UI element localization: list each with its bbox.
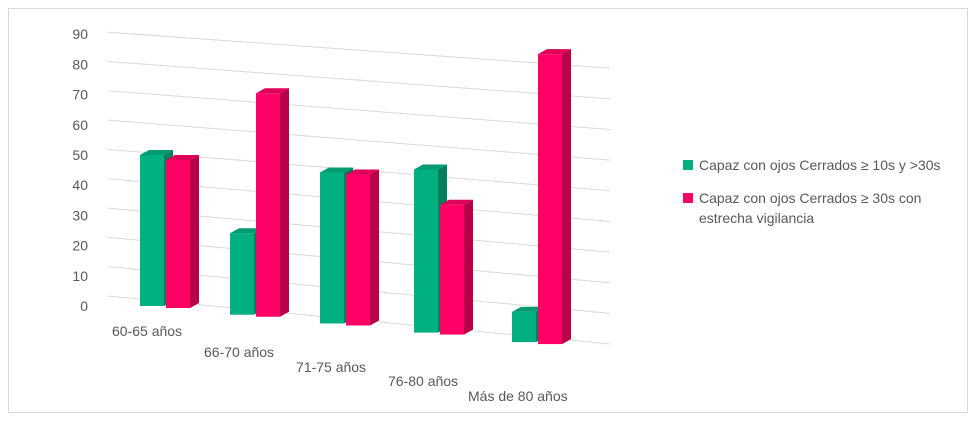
x-category-label: Más de 80 años bbox=[468, 388, 568, 404]
x-category-label: 76-80 años bbox=[388, 373, 458, 389]
bar-front bbox=[440, 204, 464, 335]
bar-2-3 bbox=[346, 169, 379, 326]
bar-2-1 bbox=[166, 155, 199, 308]
bar-top bbox=[346, 169, 379, 175]
y-tick-label: 20 bbox=[72, 238, 88, 254]
y-tick-label: 70 bbox=[72, 87, 88, 103]
gridline bbox=[107, 61, 611, 100]
legend-label-series-1: Capaz con ojos Cerrados ≥ 10s y >30s bbox=[699, 157, 941, 173]
legend-item-series-2: Capaz con ojos Cerrados ≥ 30s con estrec… bbox=[683, 188, 973, 228]
x-category-label: 60-65 años bbox=[112, 323, 182, 339]
bar-front bbox=[140, 155, 164, 306]
bar-side bbox=[280, 88, 289, 317]
y-axis-ticks: 0 10 20 30 40 50 60 70 80 90 bbox=[72, 26, 88, 314]
bar-front bbox=[414, 169, 438, 333]
bar-2-5 bbox=[538, 49, 571, 345]
gridline bbox=[107, 90, 611, 130]
bar-top bbox=[166, 155, 199, 161]
y-tick-label: 10 bbox=[72, 268, 88, 284]
bar-top bbox=[440, 199, 473, 205]
bar-front bbox=[538, 54, 562, 345]
bar-2-2 bbox=[256, 88, 289, 317]
bar-front bbox=[346, 174, 370, 326]
gridline bbox=[107, 119, 611, 161]
y-tick-label: 0 bbox=[80, 298, 88, 314]
bar-front bbox=[320, 172, 344, 324]
legend-swatch-series-1 bbox=[683, 160, 693, 170]
bars bbox=[140, 49, 571, 345]
y-tick-label: 40 bbox=[72, 177, 88, 193]
gridline bbox=[107, 31, 611, 69]
bar-side bbox=[370, 169, 379, 326]
y-tick-label: 90 bbox=[72, 26, 88, 42]
bar-2-4 bbox=[440, 199, 473, 335]
bar-top bbox=[230, 228, 263, 234]
bar-side bbox=[464, 199, 473, 335]
x-axis-categories: 60-65 años 66-70 años 71-75 años 76-80 años… bbox=[112, 323, 568, 404]
bar-front bbox=[230, 233, 254, 315]
bar-side bbox=[190, 155, 199, 308]
y-tick-label: 30 bbox=[72, 207, 88, 223]
y-tick-label: 80 bbox=[72, 56, 88, 72]
legend-item-series-1: Capaz con ojos Cerrados ≥ 10s y >30s bbox=[683, 155, 973, 175]
bar-top bbox=[414, 164, 447, 170]
bar-top bbox=[538, 49, 571, 55]
bar-top bbox=[256, 88, 289, 94]
bar-top bbox=[140, 150, 173, 155]
bar-front bbox=[166, 160, 190, 308]
y-tick-label: 60 bbox=[72, 117, 88, 133]
bar-top bbox=[320, 167, 353, 173]
x-category-label: 66-70 años bbox=[204, 344, 274, 360]
legend-swatch-series-2 bbox=[683, 193, 693, 203]
x-category-label: 71-75 años bbox=[296, 359, 366, 375]
y-tick-label: 50 bbox=[72, 147, 88, 163]
bar-front bbox=[256, 93, 280, 317]
legend: Capaz con ojos Cerrados ≥ 10s y >30s Cap… bbox=[683, 155, 973, 241]
bar-side bbox=[562, 49, 571, 345]
bar-top bbox=[512, 306, 545, 312]
bar-front bbox=[512, 311, 536, 343]
legend-label-series-2: Capaz con ojos Cerrados ≥ 30s con estrec… bbox=[699, 190, 922, 226]
